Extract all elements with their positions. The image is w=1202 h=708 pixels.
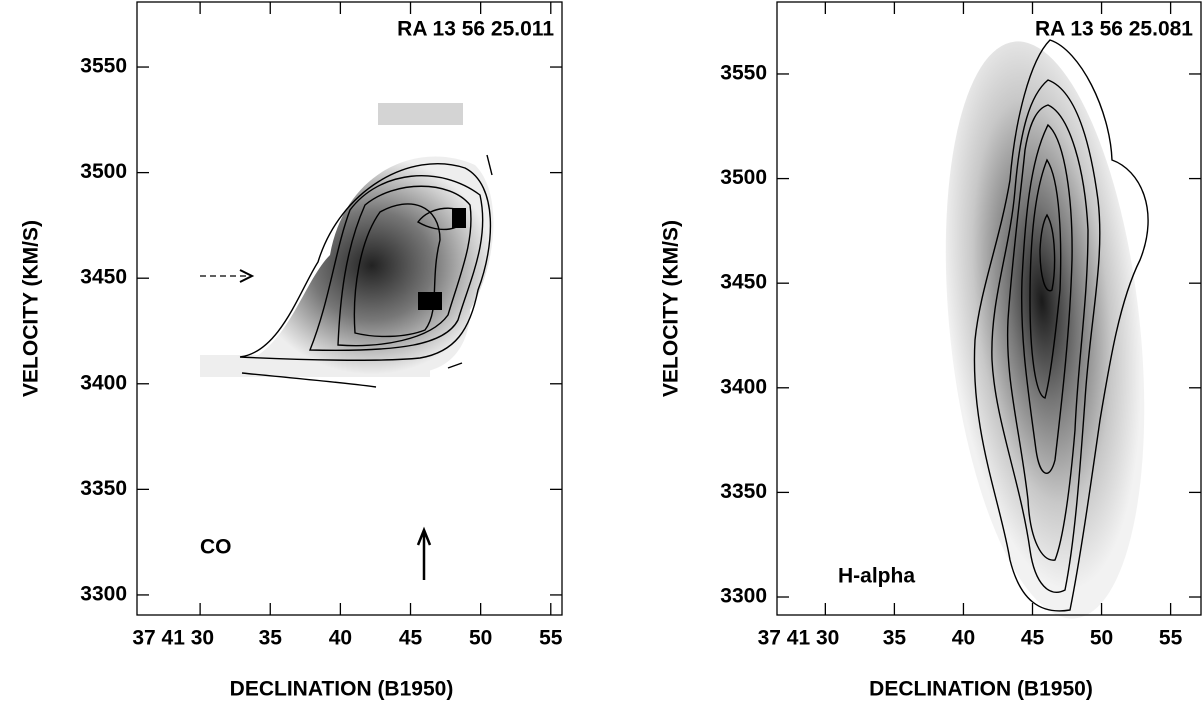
y-tick-label: 3400 bbox=[720, 375, 767, 398]
y-tick-label: 3550 bbox=[720, 62, 767, 85]
y-tick-label: 3300 bbox=[720, 585, 767, 608]
y-tick-label: 3300 bbox=[80, 582, 127, 605]
plot-frame bbox=[136, 1, 563, 616]
co-intensity-map bbox=[200, 103, 494, 580]
x-tick-label: 50 bbox=[469, 627, 492, 650]
x-tick-label: 50 bbox=[1090, 627, 1113, 650]
y-tick-label: 3550 bbox=[80, 55, 127, 78]
x-tick-label: 35 bbox=[883, 627, 907, 650]
x-axis-label: DECLINATION (B1950) bbox=[230, 678, 454, 701]
x-axis-label: DECLINATION (B1950) bbox=[869, 678, 1093, 701]
y-tick-label: 3350 bbox=[720, 480, 767, 503]
x-tick-label: 37 41 30 bbox=[758, 627, 840, 650]
x-tick-label: 35 bbox=[259, 627, 283, 650]
x-tick-label: 45 bbox=[399, 627, 423, 650]
y-tick-label: 3350 bbox=[80, 477, 127, 500]
y-tick-label: 3500 bbox=[80, 160, 127, 183]
y-tick-label: 3450 bbox=[80, 266, 127, 289]
panel-annotation: CO bbox=[200, 536, 232, 559]
y-axis-label: VELOCITY (KM/S) bbox=[660, 220, 683, 397]
plot-frame bbox=[776, 1, 1202, 616]
panel-title: RA 13 56 25.081 bbox=[1035, 18, 1193, 41]
x-tick-label: 40 bbox=[329, 627, 352, 650]
x-tick-label: 55 bbox=[539, 627, 563, 650]
y-tick-label: 3450 bbox=[720, 271, 767, 294]
panel-title: RA 13 56 25.011 bbox=[397, 18, 554, 41]
y-tick-label: 3500 bbox=[720, 166, 767, 189]
x-tick-label: 55 bbox=[1159, 627, 1183, 650]
y-tick-label: 3400 bbox=[80, 371, 127, 394]
h-alpha-intensity-map bbox=[945, 39, 1149, 619]
x-tick-label: 37 41 30 bbox=[132, 627, 214, 650]
x-tick-label: 40 bbox=[952, 627, 975, 650]
x-tick-label: 45 bbox=[1021, 627, 1045, 650]
panel-annotation: H-alpha bbox=[838, 565, 915, 588]
y-axis-label: VELOCITY (KM/S) bbox=[20, 220, 43, 397]
